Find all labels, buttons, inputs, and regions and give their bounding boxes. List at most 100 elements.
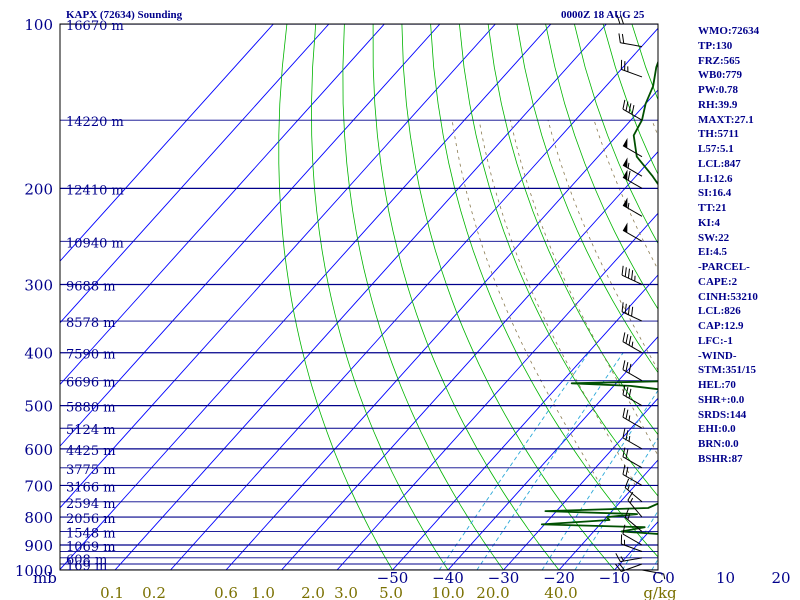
height-label: 9688 m [66, 280, 116, 295]
stat-item: SHR+:0.0 [698, 393, 745, 406]
height-label: 8578 m [66, 316, 116, 331]
stat-item: WMO:72634 [698, 25, 760, 37]
temperature-tick-label: −50 [377, 569, 409, 587]
dry-adiabat-line [545, 24, 658, 310]
wind-barb [624, 508, 643, 532]
isotherm-line [781, 24, 800, 570]
stat-item: BRN:0.0 [698, 438, 739, 450]
pressure-label: 1000 [15, 562, 53, 580]
isotherm-line [392, 274, 658, 570]
wind-barb-staff [622, 204, 643, 217]
height-label: 12410 m [66, 183, 124, 198]
moist-adiabat-line [478, 120, 636, 486]
mixing-ratio-label: 0.2 [142, 584, 166, 600]
stat-item: TH:5711 [698, 128, 739, 141]
isotherm-line [60, 24, 330, 324]
wind-barb-staff [622, 341, 643, 354]
wind-barb-flag [622, 407, 626, 418]
stat-item: CINH:53210 [698, 290, 758, 303]
wind-barb-staff [622, 164, 643, 177]
wind-barb-pennant [622, 197, 628, 208]
wind-barb-staff [622, 416, 643, 429]
stat-item: TP:130 [698, 39, 733, 52]
wind-barb-flag [631, 105, 635, 115]
wind-barb-flag [615, 553, 621, 562]
stat-item: SRDS:144 [698, 408, 747, 421]
wind-barb-flag [622, 360, 626, 370]
wind-barb-staff [641, 569, 664, 575]
dry-adiabat-line [342, 24, 504, 570]
temperature-tick-label: 0 [665, 569, 675, 587]
wind-barb-flag [622, 428, 626, 438]
wind-barb-flag [621, 265, 624, 276]
isotherm-line [503, 397, 658, 570]
mixing-ratio-unit-label: g/kg [643, 584, 677, 600]
height-label: 14220 m [66, 115, 124, 130]
wind-barb [622, 137, 643, 158]
wind-barb [622, 428, 643, 450]
wind-barb-staff [622, 473, 643, 486]
isotherm-line [60, 24, 496, 509]
wind-barb-flag [627, 170, 631, 181]
dry-adiabat-line [278, 24, 393, 570]
dewpoint-trace [540, 59, 658, 535]
moist-adiabat-line [593, 119, 658, 271]
wind-barb [622, 157, 643, 177]
stat-item: EHI:0.0 [698, 423, 736, 436]
wind-barb-half-flag [663, 573, 666, 580]
wind-barb-flag [621, 33, 625, 44]
wind-barb-staff [624, 516, 643, 532]
wind-barb [622, 465, 643, 486]
stat-item: EI:4.5 [698, 246, 728, 259]
wind-barb-flag [625, 449, 629, 459]
moist-adiabat-line [451, 120, 602, 486]
wind-barb-half-flag [628, 415, 631, 421]
pressure-label: 200 [24, 180, 53, 198]
wind-barb [622, 407, 643, 429]
plot-frame [59, 23, 659, 571]
wind-barb-staff [622, 437, 643, 450]
wind-barb [615, 553, 643, 563]
isotherm-line [447, 335, 658, 570]
station-title: KAPX (72634) Sounding [66, 9, 183, 21]
wind-barb-staff [622, 145, 643, 158]
temperature-unit-label: C [652, 569, 663, 587]
wind-barb [641, 569, 666, 580]
wind-barb-flag [624, 478, 630, 488]
wind-barb-flag [622, 465, 626, 475]
wind-barb-flag [627, 268, 630, 279]
isotherm-line [60, 24, 385, 386]
stat-item: WB0:779 [698, 69, 742, 82]
stat-item: BSHR:87 [698, 452, 743, 465]
temperature-tick-label: −40 [432, 569, 464, 587]
wind-barb-half-flag [631, 341, 634, 348]
wind-barb-staff [621, 311, 643, 322]
wind-barb-staff [621, 274, 643, 285]
height-label: 7590 m [66, 348, 116, 363]
dry-adiabat-line [776, 24, 800, 570]
temperature-tick-label: 20 [771, 569, 790, 587]
isotherm-line [60, 24, 552, 570]
wind-barb-flag [628, 363, 632, 374]
isotherm-line [114, 24, 607, 570]
wind-barb-staff [622, 456, 643, 469]
isotherm-line [281, 150, 658, 570]
stat-item: SI:16.4 [698, 187, 732, 200]
wind-barb-half-flag [627, 484, 630, 491]
wind-barb-flag [618, 33, 621, 43]
height-label: 5124 m [66, 423, 116, 438]
wind-barb-flag [622, 447, 626, 457]
wind-barb [621, 265, 643, 285]
wind-barb-flag [622, 524, 626, 535]
dry-adiabat-line [574, 24, 658, 245]
wind-barb-flag [622, 332, 626, 342]
stat-item: CAP:12.9 [698, 320, 744, 332]
pressure-label: 300 [24, 277, 53, 295]
wind-barb-flag [628, 103, 632, 113]
moist-adiabat-line [547, 119, 658, 372]
dry-adiabat-line [311, 24, 449, 570]
dry-adiabat-line [459, 24, 658, 497]
wind-barb-staff [622, 394, 643, 407]
wind-barb [622, 197, 643, 217]
isotherm-line [225, 89, 658, 570]
